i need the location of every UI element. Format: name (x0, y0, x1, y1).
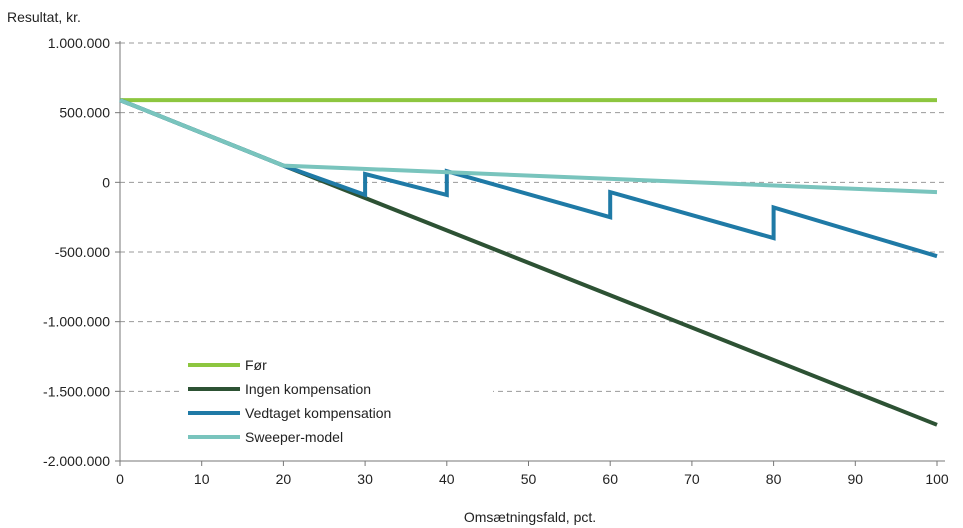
x-tick-label: 10 (194, 471, 210, 487)
series-lines (119, 98, 938, 427)
series-line-4 (119, 98, 938, 195)
series-line-3 (119, 98, 938, 259)
x-tick-label: 60 (602, 471, 618, 487)
y-tick-label: -2.000.000 (43, 453, 110, 469)
x-tick-label: 20 (276, 471, 292, 487)
legend: Før Ingen kompensation Vedtaget kompensati… (183, 348, 493, 448)
x-tick-labels: 0 10 20 30 40 50 60 70 80 90 100 (116, 471, 949, 487)
legend-label: Vedtaget kompensation (245, 405, 391, 421)
x-tick-label: 0 (116, 471, 124, 487)
legend-label: Før (245, 357, 267, 373)
y-tick-label: 500.000 (59, 105, 110, 121)
axes (115, 41, 945, 466)
y-tick-label: -1.500.000 (43, 383, 110, 399)
x-tick-label: 90 (848, 471, 864, 487)
x-tick-label: 40 (439, 471, 455, 487)
x-tick-label: 80 (766, 471, 782, 487)
y-tick-label: 0 (102, 174, 110, 190)
legend-label: Ingen kompensation (245, 381, 371, 397)
x-tick-label: 30 (357, 471, 373, 487)
y-tick-label: -500.000 (55, 244, 110, 260)
x-tick-label: 50 (521, 471, 537, 487)
y-tick-labels: 1.000.000 500.000 0 -500.000 -1.000.000 -1.50… (43, 35, 110, 469)
x-axis-title: Omsætningsfald, pct. (464, 509, 596, 525)
y-axis-title: Resultat, kr. (7, 9, 81, 25)
grid (120, 42, 945, 392)
x-tick-label: 100 (925, 471, 949, 487)
y-tick-label: -1.000.000 (43, 314, 110, 330)
y-tick-label: 1.000.000 (48, 35, 110, 51)
x-tick-label: 70 (684, 471, 700, 487)
legend-label: Sweeper-model (245, 429, 343, 445)
